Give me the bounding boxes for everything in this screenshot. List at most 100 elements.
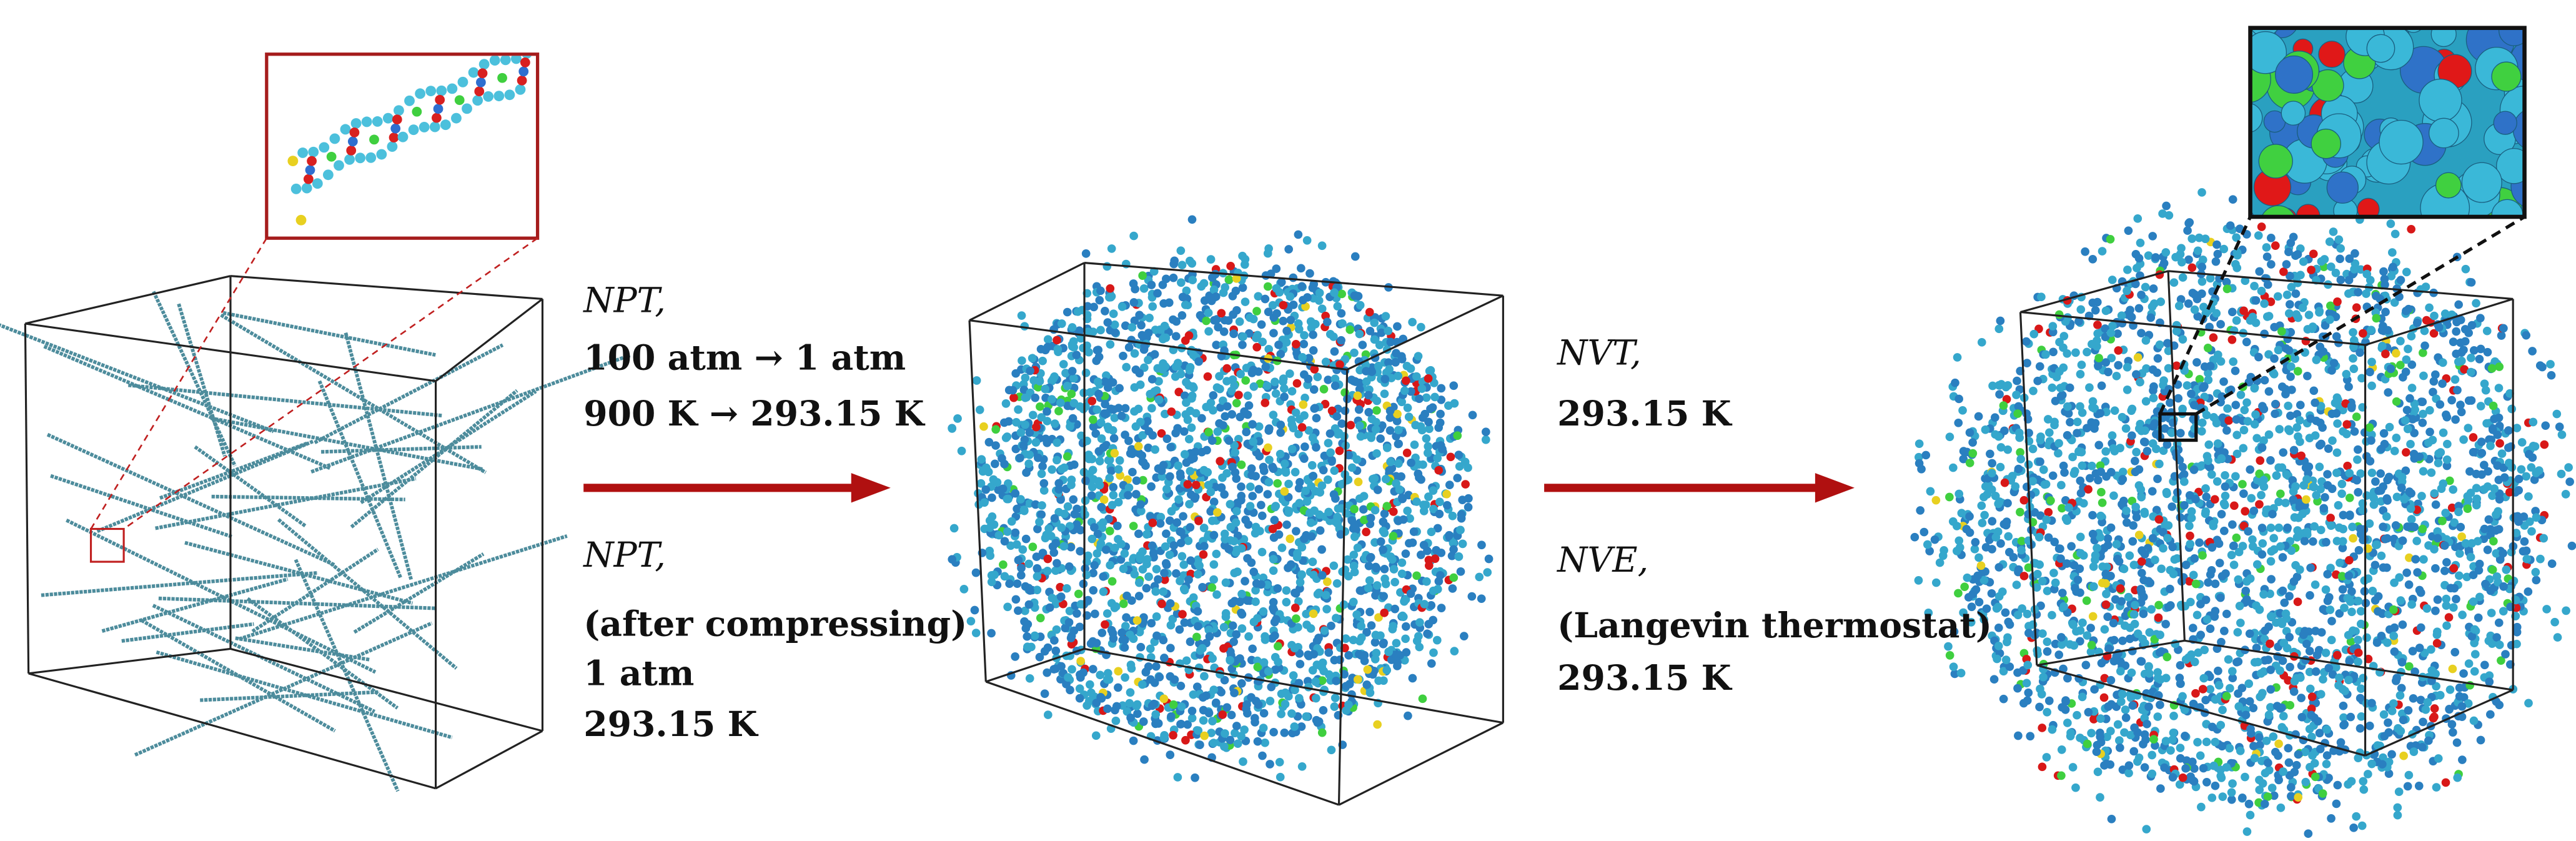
- atom: [1144, 572, 1153, 581]
- atom: [1914, 576, 1923, 585]
- atom: [1243, 410, 1252, 419]
- atom: [1254, 292, 1263, 301]
- atom: [1276, 449, 1285, 459]
- atom: [1226, 261, 1235, 271]
- atom: [1096, 670, 1105, 680]
- atom: [1314, 634, 1323, 642]
- atom: [1196, 740, 1204, 749]
- atom: [2316, 690, 2326, 699]
- atom: [1130, 570, 1139, 579]
- atom: [1226, 735, 1235, 745]
- atom: [2098, 498, 2107, 507]
- atom: [2124, 226, 2133, 236]
- atom: [1122, 591, 1131, 600]
- atom: [1176, 469, 1185, 478]
- atom: [1360, 515, 1369, 524]
- atom: [1424, 449, 1432, 457]
- atom: [2524, 587, 2533, 596]
- atom: [2450, 375, 2460, 384]
- atom: [2480, 660, 2489, 670]
- atom: [2184, 299, 2193, 308]
- atom: [2246, 316, 2255, 325]
- atom: [2482, 326, 2492, 336]
- atom: [2308, 537, 2317, 546]
- atom: [2273, 292, 2282, 301]
- atom: [1177, 702, 1186, 711]
- atom: [1389, 565, 1399, 574]
- atom: [1930, 535, 1939, 544]
- atom: [985, 523, 994, 532]
- atom: [1068, 323, 1077, 332]
- atom: [1327, 621, 1335, 630]
- atom: [2494, 618, 2504, 627]
- atom: [2259, 404, 2269, 414]
- atom: [2340, 720, 2349, 729]
- atom: [1970, 544, 1979, 554]
- atom: [2123, 362, 2132, 372]
- atom: [2423, 698, 2432, 707]
- atom: [1387, 464, 1397, 473]
- atom: [1246, 482, 1255, 491]
- atom: [2479, 460, 2489, 470]
- atom: [1355, 329, 1364, 339]
- atom: [1191, 480, 1201, 490]
- atom: [2449, 337, 2458, 346]
- atom: [2322, 759, 2331, 769]
- atom: [1386, 457, 1395, 467]
- atom: [1302, 497, 1312, 506]
- atom: [1009, 393, 1018, 402]
- atom: [2362, 633, 2371, 642]
- atom: [1429, 615, 1438, 625]
- atom: [2381, 349, 2390, 359]
- atom: [1297, 570, 1306, 579]
- atom: [2469, 346, 2479, 355]
- atom: [2023, 696, 2032, 705]
- atom: [1011, 369, 1021, 378]
- atom: [1237, 482, 1246, 491]
- atom: [2160, 763, 2169, 772]
- atom: [1185, 500, 1194, 509]
- atom: [1954, 418, 1963, 427]
- atom: [2300, 627, 2309, 635]
- atom: [1403, 506, 1412, 515]
- atom: [1014, 606, 1023, 615]
- atom: [2239, 489, 2248, 498]
- atom: [1287, 444, 1297, 454]
- atom: [2438, 516, 2447, 525]
- atom: [1330, 702, 1339, 711]
- atom: [1299, 296, 1307, 305]
- atom: [1974, 412, 1983, 421]
- atom: [1263, 490, 1272, 499]
- atom: [2402, 267, 2411, 277]
- atom: [1253, 331, 1262, 340]
- atom: [1049, 374, 1058, 384]
- atom: [2191, 689, 2200, 698]
- atom: [1234, 391, 1243, 399]
- atom: [1387, 374, 1396, 382]
- atom: [1109, 634, 1118, 643]
- atom: [1402, 449, 1412, 457]
- atom: [2257, 691, 2266, 700]
- atom: [1304, 426, 1314, 435]
- box-edge: [1337, 369, 1349, 805]
- atom: [1130, 349, 1139, 358]
- atom: [2564, 463, 2573, 472]
- atom: [1159, 733, 1169, 742]
- atom: [1196, 311, 1205, 320]
- atom: [2447, 720, 2457, 729]
- atom: [1166, 599, 1175, 608]
- atom: [1186, 637, 1195, 646]
- atom: [1169, 700, 1178, 709]
- atom: [2266, 297, 2276, 306]
- atom: [1300, 411, 1309, 420]
- atom: [1139, 613, 1148, 622]
- atom: [1086, 680, 1094, 689]
- box-edge: [969, 262, 1085, 322]
- atom: [2398, 536, 2407, 545]
- atom: [2134, 304, 2144, 313]
- atom: [1193, 559, 1202, 567]
- atom: [1286, 534, 1295, 544]
- atom: [1312, 414, 1321, 423]
- atom: [1322, 605, 1331, 614]
- atom: [2244, 679, 2254, 689]
